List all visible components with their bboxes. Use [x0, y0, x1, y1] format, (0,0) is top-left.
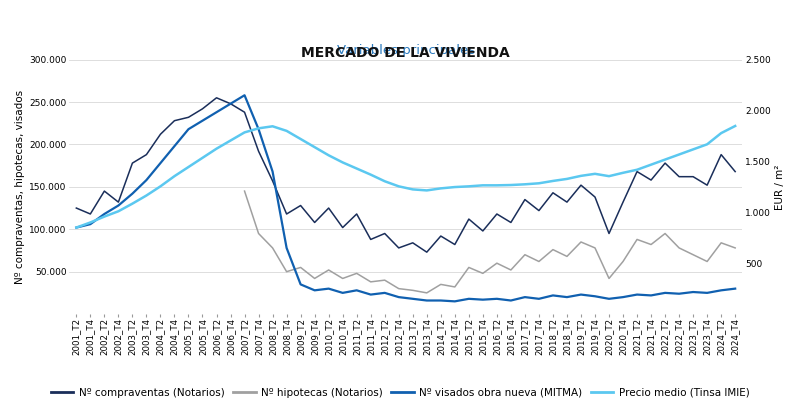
Title: MERCADO DE LA VIVIENDA: MERCADO DE LA VIVIENDA: [302, 46, 510, 59]
Text: Variables principales: Variables principales: [337, 44, 475, 57]
Legend: Nº compraventas (Notarios), Nº hipotecas (Notarios), Nº visados obra nueva (MITM: Nº compraventas (Notarios), Nº hipotecas…: [46, 383, 754, 402]
Y-axis label: Nº compraventas, hipotecas, visados: Nº compraventas, hipotecas, visados: [15, 90, 25, 284]
Y-axis label: EUR / m²: EUR / m²: [775, 164, 785, 210]
